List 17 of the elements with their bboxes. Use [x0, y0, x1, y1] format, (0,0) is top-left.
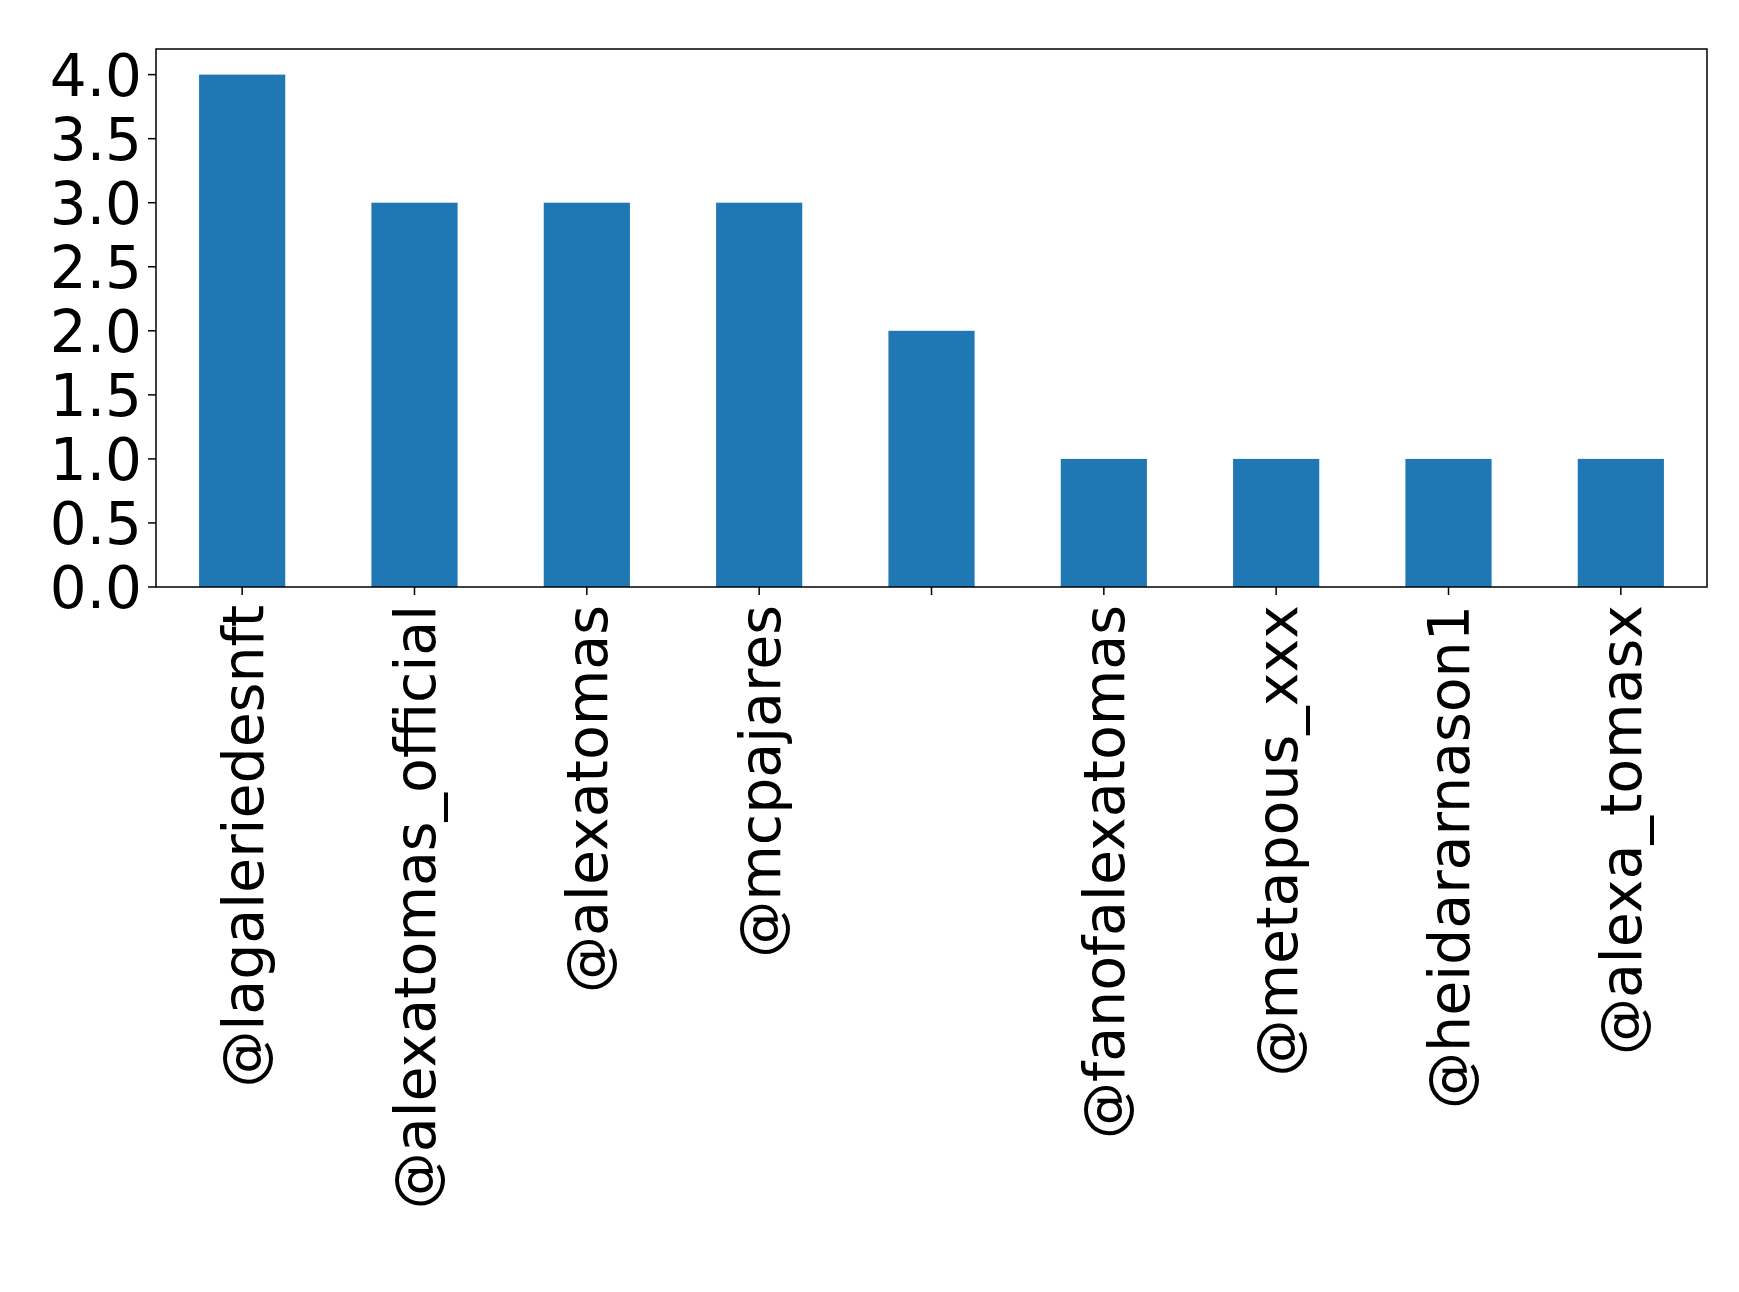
bar — [1405, 458, 1492, 587]
x-tick-label: @alexatomas — [554, 605, 621, 993]
bar — [1233, 458, 1320, 587]
bar — [888, 330, 975, 587]
x-tick-label: @alexa_tomasx — [1588, 605, 1655, 1056]
bar — [716, 202, 803, 587]
x-tick-label: @fanofalexatomas — [1071, 605, 1138, 1139]
x-tick-label: @heidararnason1 — [1416, 605, 1483, 1109]
bar — [1060, 458, 1147, 587]
x-tick-label: @mcpajares — [726, 605, 793, 958]
bar — [199, 74, 286, 587]
x-tick-label: @metapous_xxx — [1243, 605, 1310, 1077]
x-tick-label: @alexatomas_official — [382, 605, 449, 1210]
bar — [371, 202, 458, 587]
bar — [1577, 458, 1664, 587]
x-tick-label: @lagaleriedesnft — [209, 605, 276, 1088]
bar — [543, 202, 630, 587]
